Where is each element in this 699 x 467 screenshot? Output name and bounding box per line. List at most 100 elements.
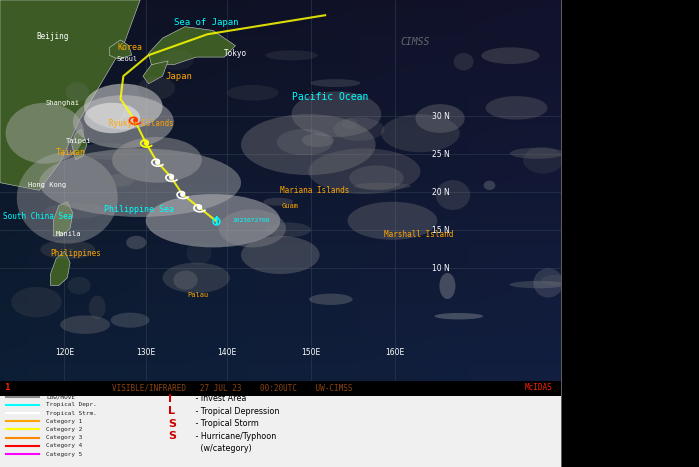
Ellipse shape: [241, 114, 375, 175]
Text: - Tropical Storm: - Tropical Storm: [194, 419, 259, 428]
Text: Sea of Japan: Sea of Japan: [174, 18, 238, 28]
Text: 160E: 160E: [386, 347, 405, 357]
Text: Manila: Manila: [56, 231, 82, 237]
Ellipse shape: [486, 96, 547, 120]
Text: Korea: Korea: [117, 43, 143, 52]
Ellipse shape: [226, 85, 278, 101]
Polygon shape: [50, 251, 70, 285]
Text: Beijing: Beijing: [36, 32, 69, 41]
Ellipse shape: [523, 147, 563, 174]
Ellipse shape: [264, 198, 293, 206]
Polygon shape: [0, 0, 140, 191]
Ellipse shape: [79, 143, 138, 160]
Ellipse shape: [302, 133, 334, 147]
Text: Marshall Island: Marshall Island: [384, 230, 454, 239]
Ellipse shape: [138, 77, 175, 99]
Ellipse shape: [187, 241, 211, 265]
Text: S: S: [168, 432, 176, 441]
Text: (w/category): (w/category): [194, 445, 252, 453]
Text: 15 N: 15 N: [432, 226, 449, 235]
Polygon shape: [53, 202, 73, 236]
Ellipse shape: [277, 129, 333, 156]
Ellipse shape: [73, 95, 174, 149]
Ellipse shape: [45, 203, 106, 219]
Polygon shape: [120, 114, 126, 122]
Ellipse shape: [310, 79, 361, 87]
Text: Tokyo: Tokyo: [224, 49, 247, 58]
Ellipse shape: [510, 148, 564, 159]
Text: Category 4: Category 4: [46, 443, 82, 448]
Ellipse shape: [342, 118, 358, 129]
Ellipse shape: [60, 315, 110, 334]
Ellipse shape: [127, 236, 146, 249]
Text: Guam: Guam: [282, 203, 298, 209]
Text: Mariana Islands: Mariana Islands: [280, 186, 350, 195]
Ellipse shape: [484, 181, 496, 190]
Text: 140E: 140E: [217, 347, 237, 357]
Text: 30 N: 30 N: [432, 112, 449, 120]
Ellipse shape: [510, 281, 566, 288]
Text: I: I: [214, 216, 217, 226]
Text: Low/MOVE: Low/MOVE: [46, 394, 75, 399]
Ellipse shape: [347, 202, 438, 240]
Text: 10 N: 10 N: [432, 264, 449, 273]
Text: Legend: Legend: [572, 16, 612, 26]
Text: - Political Boundaries: - Political Boundaries: [566, 121, 663, 127]
Text: Category 3: Category 3: [46, 435, 82, 440]
Text: - Tropical Depression: - Tropical Depression: [194, 407, 280, 416]
Text: VISIBLE/INFRARED   27 JUL 23    00:20UTC    UW-CIMSS: VISIBLE/INFRARED 27 JUL 23 00:20UTC UW-C…: [112, 383, 352, 392]
Ellipse shape: [11, 287, 62, 317]
Text: 130E: 130E: [136, 347, 155, 357]
Ellipse shape: [291, 92, 381, 137]
Text: - Hurricane/Typhoon: - Hurricane/Typhoon: [194, 432, 277, 441]
Ellipse shape: [333, 117, 384, 141]
Text: Taipei: Taipei: [66, 138, 92, 144]
Polygon shape: [72, 129, 87, 160]
Ellipse shape: [308, 149, 421, 194]
Text: Taiwan: Taiwan: [56, 148, 86, 157]
Ellipse shape: [241, 236, 319, 274]
Ellipse shape: [146, 194, 280, 248]
Text: Palau: Palau: [188, 292, 209, 298]
Ellipse shape: [6, 103, 84, 163]
Text: 25 N: 25 N: [432, 149, 449, 159]
Ellipse shape: [435, 180, 470, 210]
Ellipse shape: [159, 50, 194, 71]
Text: Philippine Sea: Philippine Sea: [103, 205, 174, 214]
Ellipse shape: [84, 84, 163, 129]
Ellipse shape: [68, 277, 91, 295]
Polygon shape: [109, 40, 131, 59]
Text: Tropical Strm.: Tropical Strm.: [46, 410, 96, 416]
Text: 120E: 120E: [55, 347, 74, 357]
Ellipse shape: [354, 183, 411, 190]
Ellipse shape: [266, 50, 318, 60]
Ellipse shape: [381, 114, 460, 152]
Ellipse shape: [533, 268, 563, 297]
Ellipse shape: [39, 149, 241, 217]
Ellipse shape: [265, 222, 311, 237]
Text: - Invest Area: - Invest Area: [194, 394, 247, 403]
Text: 27JUL2023/06:00UTC  (source:JTWC): 27JUL2023/06:00UTC (source:JTWC): [566, 262, 699, 268]
Text: Shanghai: Shanghai: [46, 100, 80, 106]
Text: Pacific Ocean: Pacific Ocean: [291, 92, 368, 102]
Text: S: S: [168, 419, 176, 429]
Text: McIDAS: McIDAS: [524, 383, 552, 392]
Text: Philippines: Philippines: [50, 248, 101, 258]
Text: Ryukyu Islands: Ryukyu Islands: [109, 119, 174, 128]
Ellipse shape: [110, 312, 150, 328]
Text: Hong Kong: Hong Kong: [28, 182, 66, 188]
Text: Category 2: Category 2: [46, 427, 82, 432]
Text: Category 1: Category 1: [46, 419, 82, 424]
Ellipse shape: [173, 270, 198, 290]
Text: 2023072706: 2023072706: [233, 218, 270, 223]
Text: 20230727/092000UTC: 20230727/092000UTC: [566, 79, 645, 85]
Text: Tropical Depr.: Tropical Depr.: [46, 402, 96, 407]
Polygon shape: [123, 106, 131, 116]
Text: CIMSS: CIMSS: [400, 37, 429, 47]
Text: 150E: 150E: [301, 347, 321, 357]
Text: - Visible/Shorwave IR Image: - Visible/Shorwave IR Image: [566, 56, 684, 62]
Polygon shape: [115, 120, 120, 127]
Text: 27JUL2023/06:00UTC  (source:JTWC): 27JUL2023/06:00UTC (source:JTWC): [566, 215, 699, 221]
Ellipse shape: [440, 273, 456, 299]
Text: I: I: [168, 394, 172, 404]
